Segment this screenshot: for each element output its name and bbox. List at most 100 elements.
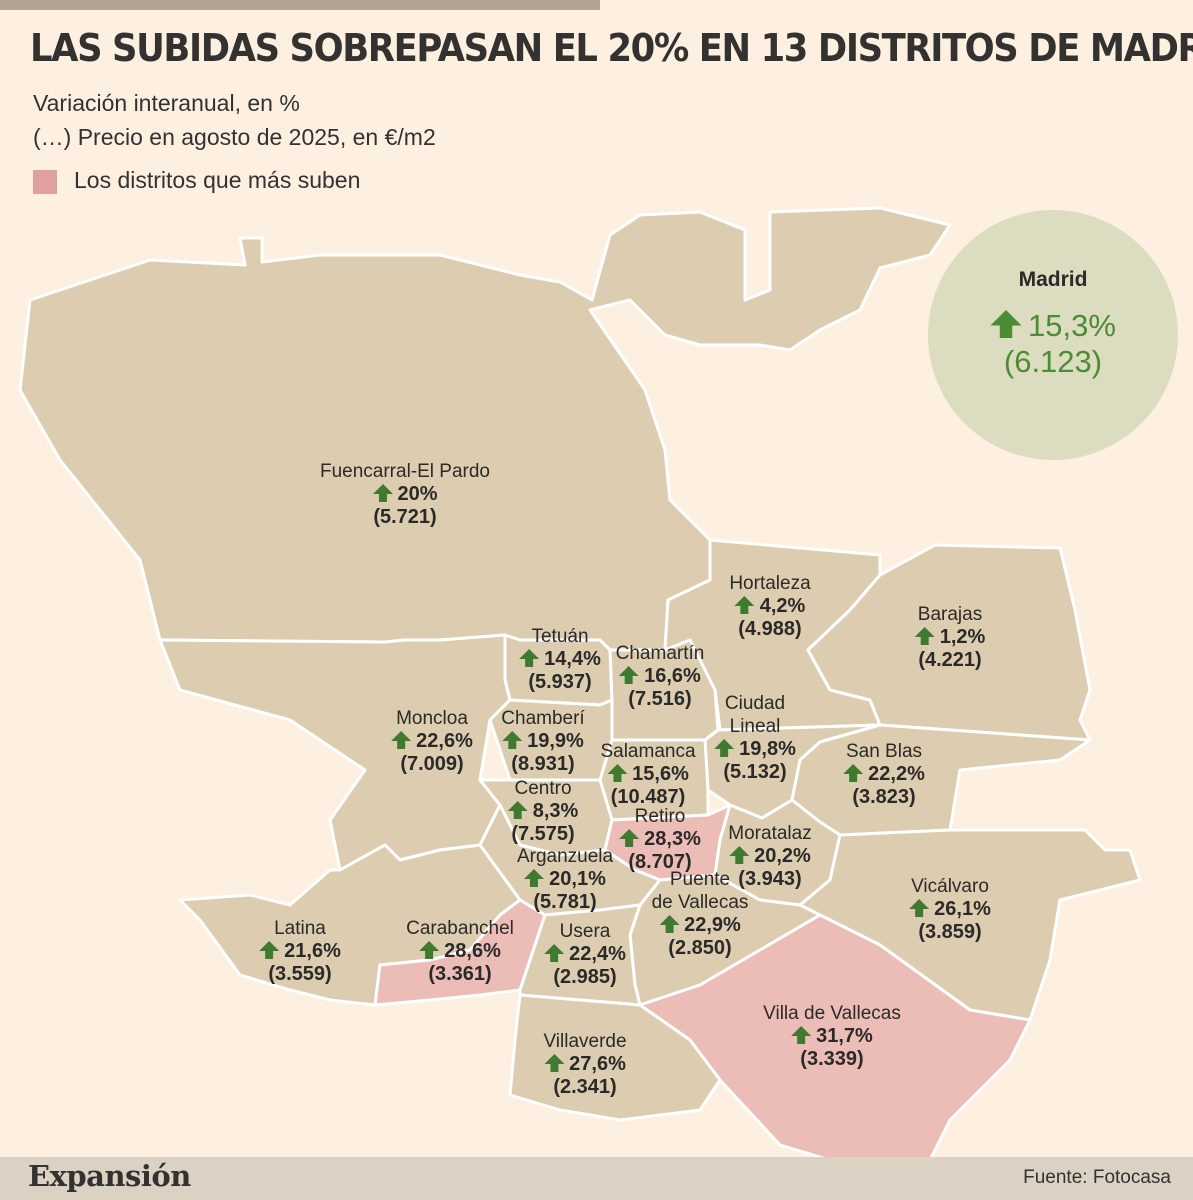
district-price: (10.487) xyxy=(610,786,686,808)
source-note: Fuente: Fotocasa xyxy=(1023,1167,1171,1188)
up-arrow-icon xyxy=(502,731,523,749)
madrid-label: Madrid xyxy=(1018,268,1088,291)
up-arrow-icon xyxy=(843,764,864,782)
district-label-retiro: Retiro 28,3% (8.707) xyxy=(619,805,701,874)
legend-swatch xyxy=(33,170,57,194)
up-arrow-icon xyxy=(619,666,640,684)
district-name: Moratalaz xyxy=(728,823,812,844)
district-price: (5.132) xyxy=(723,761,787,783)
district-change: 27,6% xyxy=(543,1053,626,1076)
up-arrow-icon xyxy=(734,596,755,614)
district-label-latina: Latina 21,6% (3.559) xyxy=(259,917,341,986)
district-area-villaverde[interactable] xyxy=(508,993,722,1122)
up-arrow-icon xyxy=(372,484,393,502)
district-area-san-blas[interactable] xyxy=(790,723,1092,837)
brand-logo: Expansión xyxy=(28,1159,191,1193)
district-change-value: 20,2% xyxy=(754,845,811,867)
district-change: 8,3% xyxy=(507,800,578,823)
district-change-value: 1,2% xyxy=(939,626,986,648)
district-price: (2.985) xyxy=(553,966,617,988)
district-label-puente-de-vallecas: Puente de Vallecas 22,9% (2.850) xyxy=(652,868,749,960)
district-name: Chamberí xyxy=(501,708,585,729)
up-arrow-icon xyxy=(909,899,930,917)
district-name: San Blas xyxy=(845,741,923,762)
district-change: 22,2% xyxy=(843,763,925,786)
madrid-summary-circle: Madrid 15,3% (6.123) xyxy=(928,210,1178,460)
district-price: (5.721) xyxy=(373,506,437,528)
up-arrow-icon xyxy=(544,944,565,962)
district-change-value: 21,6% xyxy=(284,940,341,962)
district-change-value: 31,7% xyxy=(816,1025,873,1047)
district-change-value: 19,9% xyxy=(527,730,584,752)
district-label-barajas: Barajas 1,2% (4.221) xyxy=(914,603,986,672)
top-accent-bar xyxy=(0,0,600,10)
district-change: 21,6% xyxy=(259,940,341,963)
district-name: Ciudad xyxy=(724,693,786,714)
district-name: Lineal xyxy=(729,716,781,737)
district-price: (2.341) xyxy=(553,1076,617,1098)
district-name: Moncloa xyxy=(396,708,468,729)
district-name: Villa de Vallecas xyxy=(763,1003,901,1024)
district-label-villa-de-vallecas: Villa de Vallecas 31,7% (3.339) xyxy=(763,1002,901,1071)
madrid-change: 15,3% xyxy=(928,308,1178,344)
district-change-value: 28,6% xyxy=(444,940,501,962)
madrid-change-value: 15,3% xyxy=(1028,308,1116,343)
district-change: 28,3% xyxy=(619,828,701,851)
district-change-value: 28,3% xyxy=(644,828,701,850)
district-label-tetuan: Tetuán 14,4% (5.937) xyxy=(519,625,601,694)
district-change: 26,1% xyxy=(909,898,991,921)
district-label-chamartin: Chamartín 16,6% (7.516) xyxy=(616,642,705,711)
district-name: de Vallecas xyxy=(651,892,749,913)
district-change: 20,1% xyxy=(517,868,613,891)
district-label-arganzuela: Arganzuela 20,1% (5.781) xyxy=(517,845,613,914)
madrid-price: (6.123) xyxy=(1003,344,1103,379)
footer: Expansión Fuente: Fotocasa xyxy=(0,1157,1193,1200)
district-name: Puente xyxy=(669,869,731,890)
district-price: (3.823) xyxy=(852,786,916,808)
district-change-value: 22,4% xyxy=(569,943,626,965)
district-price: (4.988) xyxy=(738,618,802,640)
district-label-fuencarral-el-pardo: Fuencarral-El Pardo 20% (5.721) xyxy=(320,460,490,529)
up-arrow-icon xyxy=(519,649,540,667)
up-arrow-icon xyxy=(607,764,628,782)
district-label-chamberi: Chamberí 19,9% (8.931) xyxy=(501,707,584,776)
up-arrow-icon xyxy=(259,941,280,959)
subtitle-variation: Variación interanual, en % xyxy=(33,90,300,116)
up-arrow-icon xyxy=(729,846,750,864)
district-area-villa-de-vallecas[interactable] xyxy=(638,913,1032,1162)
up-arrow-icon xyxy=(791,1026,812,1044)
district-price: (3.559) xyxy=(268,963,332,985)
district-price: (4.221) xyxy=(918,649,982,671)
district-price: (3.361) xyxy=(428,963,492,985)
district-change-value: 22,9% xyxy=(684,914,741,936)
up-arrow-icon xyxy=(391,731,412,749)
district-name: Chamartín xyxy=(615,643,705,664)
district-area-usera[interactable] xyxy=(518,903,642,1007)
district-change-value: 22,2% xyxy=(868,763,925,785)
district-name: Centro xyxy=(514,778,572,799)
district-change: 31,7% xyxy=(763,1025,901,1048)
district-change: 20% xyxy=(320,483,490,506)
district-change-value: 20% xyxy=(397,483,438,505)
up-arrow-icon xyxy=(544,1054,565,1072)
subtitle-price: (…) Precio en agosto de 2025, en €/m2 xyxy=(33,124,436,150)
up-arrow-icon xyxy=(524,869,545,887)
up-arrow-icon xyxy=(619,829,640,847)
district-label-carabanchel: Carabanchel 28,6% (3.361) xyxy=(406,917,514,986)
district-change-value: 15,6% xyxy=(632,763,689,785)
legend-label: Los distritos que más suben xyxy=(74,167,361,193)
district-price: (3.859) xyxy=(918,921,982,943)
district-price: (7.009) xyxy=(400,753,464,775)
district-change: 22,4% xyxy=(544,943,626,966)
district-name: Salamanca xyxy=(600,741,696,762)
district-price: (7.575) xyxy=(511,823,575,845)
district-label-hortaleza: Hortaleza 4,2% (4.988) xyxy=(729,572,810,641)
district-price: (3.943) xyxy=(738,868,802,890)
district-change-value: 4,2% xyxy=(759,595,806,617)
district-name: Latina xyxy=(274,918,326,939)
district-change-value: 16,6% xyxy=(644,665,701,687)
district-label-villaverde: Villaverde 27,6% (2.341) xyxy=(543,1030,626,1099)
district-label-vicalvaro: Vicálvaro 26,1% (3.859) xyxy=(909,875,991,944)
district-change: 16,6% xyxy=(616,665,705,688)
district-label-ciudad-lineal: Ciudad Lineal 19,8% (5.132) xyxy=(714,692,796,784)
